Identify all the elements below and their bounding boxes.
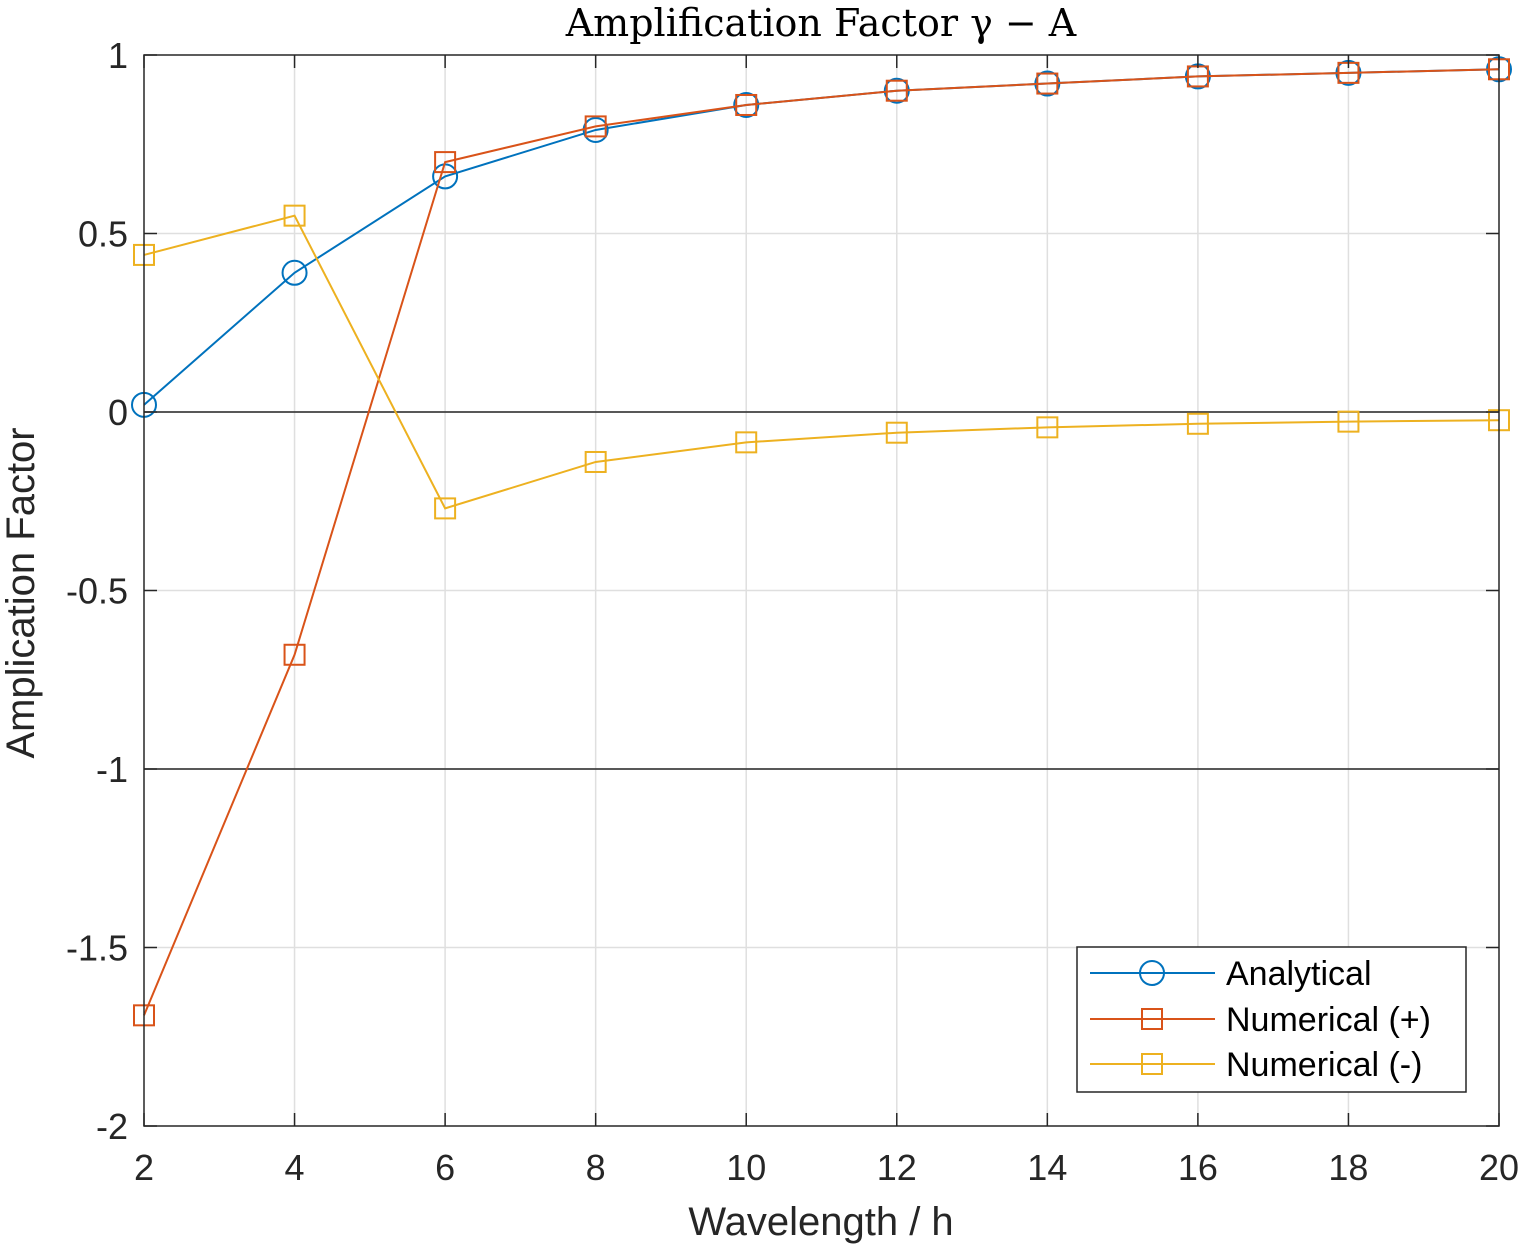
x-tick-label: 14 <box>1027 1147 1067 1188</box>
x-tick-label: 4 <box>285 1147 305 1188</box>
x-axis-label: Wavelength / h <box>688 1200 953 1244</box>
data-point <box>1337 410 1360 433</box>
x-tick-label: 8 <box>586 1147 606 1188</box>
data-point <box>1036 72 1059 95</box>
legend: Analytical Numerical (+) Numerical (-) <box>1076 946 1467 1093</box>
x-tick-label: 12 <box>877 1147 917 1188</box>
legend-label: Numerical (+) <box>1226 1001 1431 1039</box>
x-tick-label: 10 <box>726 1147 766 1188</box>
chart-title: Amplification Factor γ − A <box>565 1 1077 45</box>
legend-item: Analytical <box>1090 955 1372 993</box>
legend-item: Numerical (+) <box>1090 1001 1431 1039</box>
y-tick-label: -1 <box>96 749 128 790</box>
x-tick-label: 6 <box>435 1147 455 1188</box>
data-point <box>281 259 308 286</box>
y-tick-label: -0.5 <box>66 571 128 612</box>
x-tick-label: 20 <box>1479 1147 1519 1188</box>
legend-items: Analytical Numerical (+) Numerical (-) <box>1090 955 1431 1084</box>
ticks <box>143 54 1500 1127</box>
data-point <box>885 421 908 444</box>
data-point <box>283 204 306 227</box>
data-point <box>584 115 607 138</box>
data-point <box>733 91 760 118</box>
y-tick-label: -2 <box>96 1106 128 1147</box>
x-tick-label: 18 <box>1328 1147 1368 1188</box>
x-tick-label: 2 <box>134 1147 154 1188</box>
y-tick-label: -1.5 <box>66 928 128 969</box>
data-point <box>1036 416 1059 439</box>
y-tick-label: 0 <box>108 392 128 433</box>
reference-lines <box>144 411 1499 770</box>
data-point <box>434 497 457 520</box>
y-axis-label: Amplication Factor <box>0 427 43 758</box>
data-point <box>1186 412 1209 435</box>
data-point <box>735 93 758 116</box>
data-point <box>434 151 457 174</box>
data-point <box>584 450 607 473</box>
legend-label: Analytical <box>1226 955 1372 993</box>
legend-label: Numerical (-) <box>1226 1046 1422 1084</box>
legend-marker <box>1139 960 1165 986</box>
legend-marker <box>1141 1008 1163 1030</box>
tick-labels: 2 4 6 8 10 12 14 16 18 20 1 0.5 0 -0.5 -1 -1.5 -2 <box>66 35 1519 1188</box>
y-tick-label: 0.5 <box>78 214 128 255</box>
legend-item: Numerical (-) <box>1090 1046 1422 1084</box>
series-line <box>143 68 1500 1016</box>
series-group <box>131 56 1512 1027</box>
x-tick-label: 16 <box>1178 1147 1218 1188</box>
legend-marker <box>1141 1053 1163 1075</box>
data-point <box>283 643 306 666</box>
series-line <box>143 214 1500 510</box>
data-point <box>735 431 758 454</box>
y-tick-label: 1 <box>108 35 128 76</box>
data-point <box>885 79 908 102</box>
